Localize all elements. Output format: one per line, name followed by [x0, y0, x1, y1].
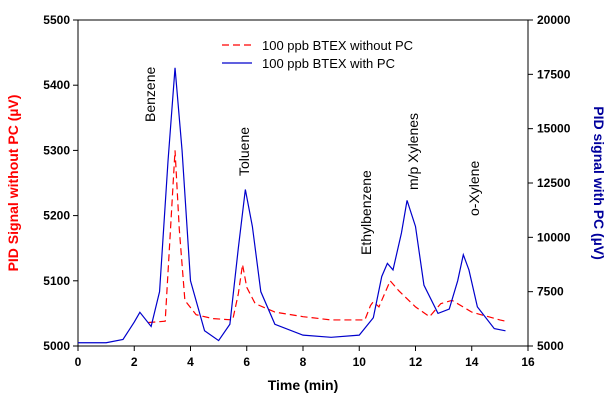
y-tick-label: 5100: [43, 274, 70, 288]
x-tick-label: 6: [243, 355, 250, 369]
y-tick-label: 5400: [43, 78, 70, 92]
y-tick-label: 5300: [43, 143, 70, 157]
y2-tick-label: 5000: [537, 339, 564, 353]
y2-tick-label: 12500: [537, 176, 571, 190]
x-tick-label: 8: [300, 355, 307, 369]
legend-label: 100 ppb BTEX with PC: [262, 56, 395, 71]
x-tick-label: 0: [75, 355, 82, 369]
y2-tick-label: 17500: [537, 67, 571, 81]
y2-tick-label: 7500: [537, 285, 564, 299]
x-tick-label: 10: [353, 355, 367, 369]
x-tick-label: 2: [131, 355, 138, 369]
y2-tick-label: 15000: [537, 122, 571, 136]
y2-tick-label: 10000: [537, 230, 571, 244]
legend-label: 100 ppb BTEX without PC: [262, 38, 413, 53]
x-axis-title: Time (min): [268, 377, 339, 393]
peak-label: m/p Xylenes: [405, 113, 421, 190]
peak-label: Benzene: [142, 67, 158, 122]
y-tick-label: 5500: [43, 13, 70, 27]
y-tick-label: 5000: [43, 339, 70, 353]
y2-tick-label: 20000: [537, 13, 571, 27]
peak-label: o-Xylene: [466, 161, 482, 216]
peak-label: Toluene: [236, 127, 252, 176]
series-line: [148, 150, 506, 324]
x-tick-label: 12: [409, 355, 423, 369]
x-tick-label: 4: [187, 355, 194, 369]
peak-label: Ethylbenzene: [358, 170, 374, 255]
y-tick-label: 5200: [43, 209, 70, 223]
x-tick-label: 14: [465, 355, 479, 369]
series-line: [78, 67, 506, 344]
y-axis-title: PID Signal without PC (µV): [5, 95, 21, 272]
y2-axis-title: PID signal with PC (µV): [591, 106, 606, 260]
x-tick-label: 16: [521, 355, 535, 369]
